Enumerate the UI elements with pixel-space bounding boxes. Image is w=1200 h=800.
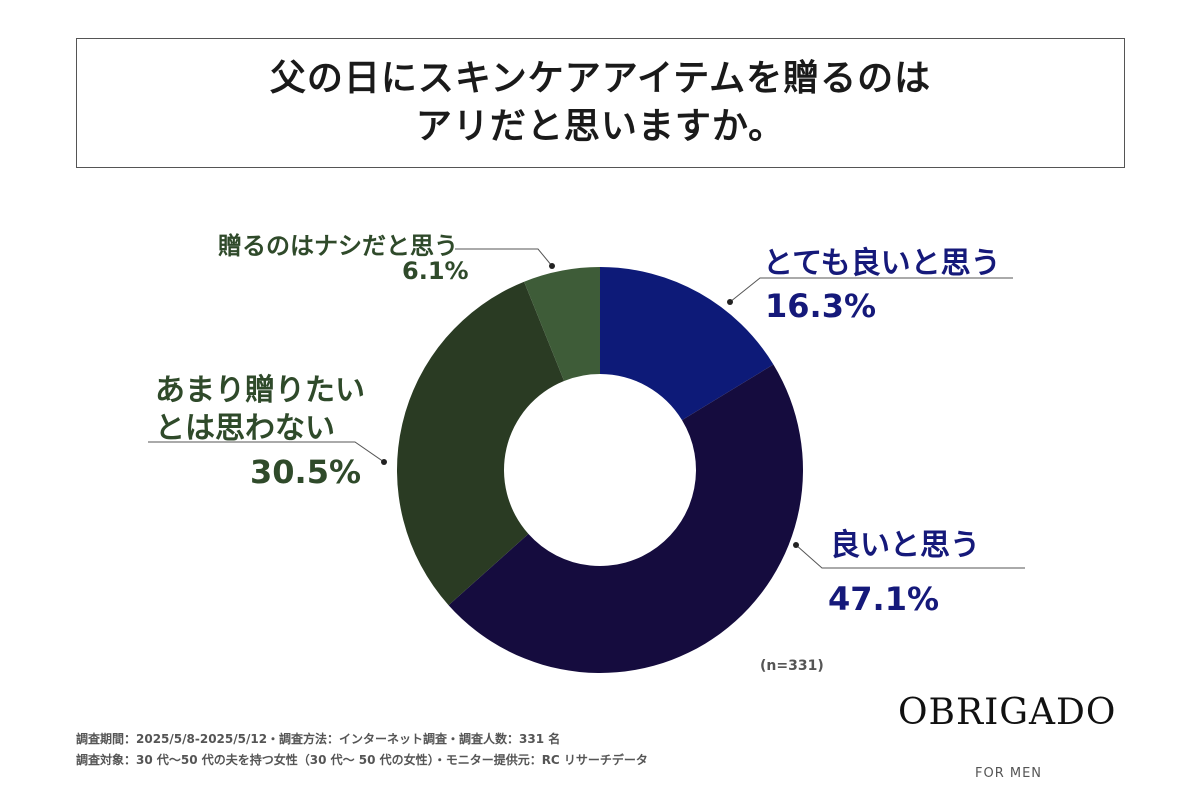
leader-very-good-dot [727, 299, 733, 305]
slice-value-no-way: 6.1% [402, 257, 469, 285]
chart-title-line-1: 父の日にスキンケアアイテムを贈るのは [269, 58, 932, 99]
chart-title-line-2: アリだと思いますか。 [415, 106, 786, 147]
slice-good [448, 364, 804, 674]
slice-label-very-good: とても良いと思う [763, 246, 1001, 281]
slice-value-good: 47.1% [828, 580, 940, 618]
slice-label-good: 良いと思う [830, 528, 980, 563]
slice-value-very-good: 16.3% [765, 287, 877, 325]
footer-survey-target: 調査対象：30 代〜50 代の夫を持つ女性（30 代〜 50 代の女性）・モニタ… [76, 753, 648, 767]
slice-very-good [600, 267, 774, 421]
leader-not-want-dot [381, 459, 387, 465]
slice-label-not-want-line-1: あまり贈りたい [155, 373, 365, 408]
slice-not-want [396, 281, 565, 606]
sample-size-note: (n=331) [760, 658, 824, 674]
brand-sub: FOR MEN [975, 766, 1043, 781]
slice-value-not-want: 30.5% [250, 453, 362, 491]
slice-label-not-want-line-2: とは思わない [155, 411, 335, 446]
brand-logo: OBRIGADO [898, 692, 1117, 733]
slice-label-not-want: あまり贈りたい とは思わない [155, 372, 365, 448]
slice-no-way [524, 267, 600, 381]
leader-not-want-line [148, 441, 385, 463]
leader-good-line [795, 544, 1025, 569]
leader-no-way-line [455, 248, 553, 267]
footer-survey-period: 調査期間：2025/5/8-2025/5/12・調査方法：インターネット調査・調… [76, 732, 561, 746]
leader-good-dot [793, 542, 799, 548]
leader-very-good-line [729, 277, 1013, 303]
leader-no-way-dot [549, 263, 555, 269]
title-box: 父の日にスキンケアアイテムを贈るのは アリだと思いますか。 [76, 38, 1125, 168]
slice-label-no-way: 贈るのはナシだと思う [218, 232, 458, 260]
